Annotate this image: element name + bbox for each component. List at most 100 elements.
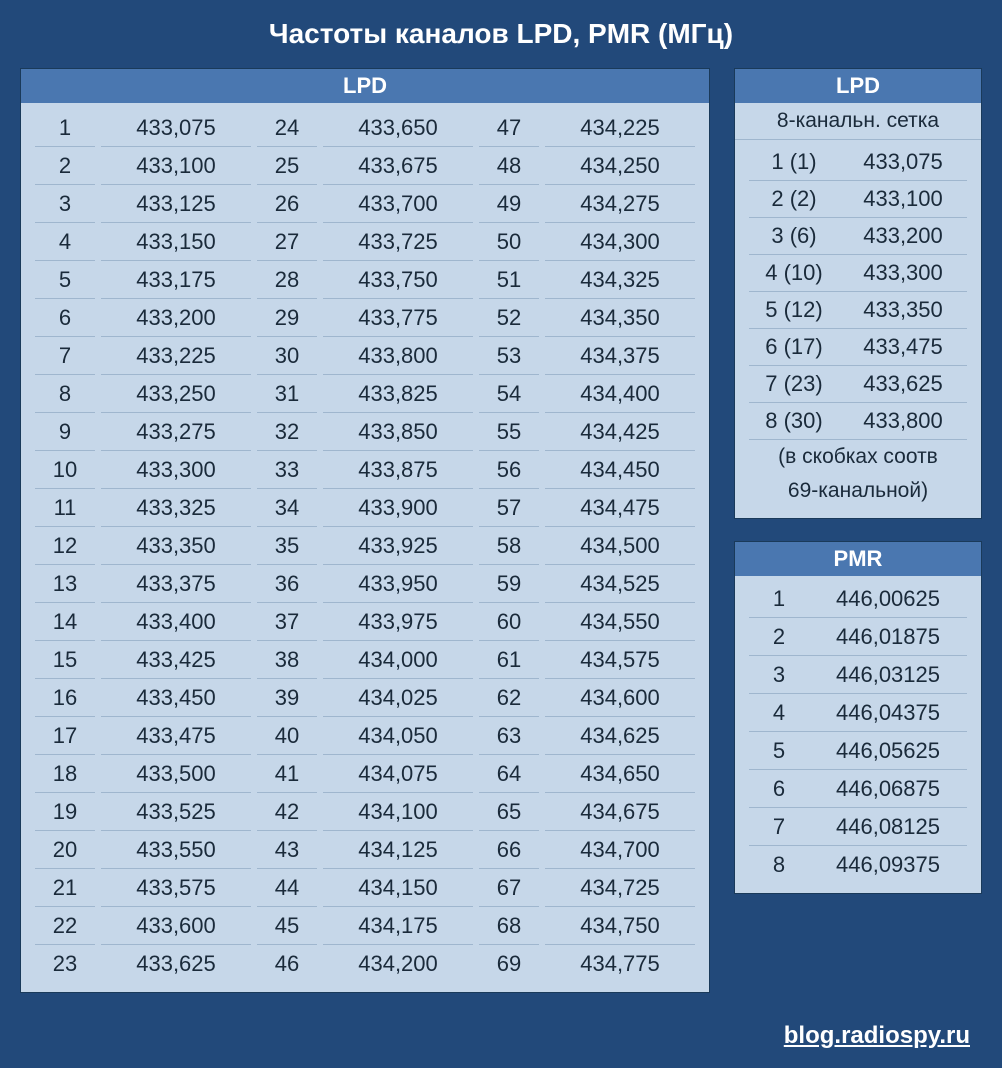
lpd8-row: 4 (10)433,300: [749, 255, 967, 292]
lpd-channel: 19: [35, 793, 95, 831]
lpd-frequency: 433,975: [323, 603, 473, 641]
pmr-frequency: 446,06875: [809, 776, 967, 802]
lpd-frequency: 434,350: [545, 299, 695, 337]
lpd-channel: 61: [479, 641, 539, 679]
pmr-frequency: 446,08125: [809, 814, 967, 840]
lpd8-frequency: 433,100: [839, 186, 967, 212]
lpd-frequency: 433,300: [101, 451, 251, 489]
lpd-frequency: 434,475: [545, 489, 695, 527]
lpd-channel: 8: [35, 375, 95, 413]
lpd-channel: 39: [257, 679, 317, 717]
lpd-channel: 15: [35, 641, 95, 679]
lpd-channel: 27: [257, 223, 317, 261]
pmr-frequency: 446,01875: [809, 624, 967, 650]
lpd-frequency: 434,050: [323, 717, 473, 755]
lpd-channel: 38: [257, 641, 317, 679]
lpd-channel: 64: [479, 755, 539, 793]
lpd-frequency: 433,525: [101, 793, 251, 831]
lpd-frequency: 433,325: [101, 489, 251, 527]
lpd-frequency: 433,650: [323, 109, 473, 147]
lpd-channel: 42: [257, 793, 317, 831]
lpd8-subheader: 8-канальн. сетка: [735, 103, 981, 140]
pmr-row: 7446,08125: [749, 808, 967, 846]
lpd-channel: 16: [35, 679, 95, 717]
lpd-frequency: 434,000: [323, 641, 473, 679]
lpd-frequency: 434,175: [323, 907, 473, 945]
lpd-frequency: 434,625: [545, 717, 695, 755]
lpd8-channel: 1 (1): [749, 149, 839, 175]
pmr-channel: 2: [749, 624, 809, 650]
lpd-channel: 48: [479, 147, 539, 185]
lpd-frequency: 434,700: [545, 831, 695, 869]
lpd8-channel: 2 (2): [749, 186, 839, 212]
lpd-channel: 6: [35, 299, 95, 337]
lpd8-body: 1 (1)433,0752 (2)433,1003 (6)433,2004 (1…: [735, 140, 981, 518]
lpd-channel: 29: [257, 299, 317, 337]
pmr-header: PMR: [735, 542, 981, 576]
lpd8-frequency: 433,625: [839, 371, 967, 397]
pmr-row: 6446,06875: [749, 770, 967, 808]
lpd-channel: 12: [35, 527, 95, 565]
lpd-channel: 58: [479, 527, 539, 565]
lpd-channel: 37: [257, 603, 317, 641]
lpd-frequency: 434,375: [545, 337, 695, 375]
lpd-frequency: 433,950: [323, 565, 473, 603]
lpd-channel: 63: [479, 717, 539, 755]
lpd-frequency: 433,150: [101, 223, 251, 261]
lpd-channel: 2: [35, 147, 95, 185]
lpd-frequency: 434,550: [545, 603, 695, 641]
lpd-frequency: 433,200: [101, 299, 251, 337]
lpd-channel: 22: [35, 907, 95, 945]
lpd8-row: 6 (17)433,475: [749, 329, 967, 366]
lpd-table: LPD 1433,07524433,65047434,2252433,10025…: [20, 68, 710, 993]
lpd-frequency: 434,300: [545, 223, 695, 261]
lpd-frequency: 433,400: [101, 603, 251, 641]
lpd-frequency: 434,775: [545, 945, 695, 982]
lpd-frequency: 434,275: [545, 185, 695, 223]
lpd-channel: 53: [479, 337, 539, 375]
pmr-table: PMR 1446,006252446,018753446,031254446,0…: [734, 541, 982, 894]
lpd-frequency: 433,600: [101, 907, 251, 945]
lpd-frequency: 433,925: [323, 527, 473, 565]
lpd-channel: 43: [257, 831, 317, 869]
pmr-row: 2446,01875: [749, 618, 967, 656]
lpd-channel: 31: [257, 375, 317, 413]
pmr-frequency: 446,03125: [809, 662, 967, 688]
lpd-frequency: 433,425: [101, 641, 251, 679]
lpd-frequency: 434,250: [545, 147, 695, 185]
lpd-channel: 54: [479, 375, 539, 413]
lpd-channel: 7: [35, 337, 95, 375]
lpd8-channel: 8 (30): [749, 408, 839, 434]
lpd8-frequency: 433,475: [839, 334, 967, 360]
pmr-channel: 3: [749, 662, 809, 688]
lpd-frequency: 433,625: [101, 945, 251, 982]
lpd8-frequency: 433,350: [839, 297, 967, 323]
footer-link[interactable]: blog.radiospy.ru: [784, 1022, 970, 1050]
lpd-frequency: 433,450: [101, 679, 251, 717]
lpd-channel: 40: [257, 717, 317, 755]
lpd-frequency: 433,700: [323, 185, 473, 223]
pmr-frequency: 446,00625: [809, 586, 967, 612]
lpd-frequency: 433,375: [101, 565, 251, 603]
lpd-frequency: 434,075: [323, 755, 473, 793]
lpd8-note: (в скобках соотв: [749, 440, 967, 474]
lpd8-header: LPD: [735, 69, 981, 103]
right-column: LPD 8-канальн. сетка 1 (1)433,0752 (2)43…: [734, 68, 982, 993]
lpd-frequency: 433,475: [101, 717, 251, 755]
lpd-channel: 59: [479, 565, 539, 603]
lpd-frequency: 434,400: [545, 375, 695, 413]
lpd-channel: 69: [479, 945, 539, 982]
lpd-frequency: 434,325: [545, 261, 695, 299]
lpd-channel: 56: [479, 451, 539, 489]
pmr-frequency: 446,04375: [809, 700, 967, 726]
lpd-frequency: 433,750: [323, 261, 473, 299]
lpd8-channel: 7 (23): [749, 371, 839, 397]
lpd-frequency: 434,725: [545, 869, 695, 907]
lpd-frequency: 433,775: [323, 299, 473, 337]
lpd-channel: 34: [257, 489, 317, 527]
pmr-body: 1446,006252446,018753446,031254446,04375…: [735, 576, 981, 893]
lpd8-frequency: 433,075: [839, 149, 967, 175]
lpd-channel: 51: [479, 261, 539, 299]
pmr-channel: 1: [749, 586, 809, 612]
lpd8-frequency: 433,800: [839, 408, 967, 434]
